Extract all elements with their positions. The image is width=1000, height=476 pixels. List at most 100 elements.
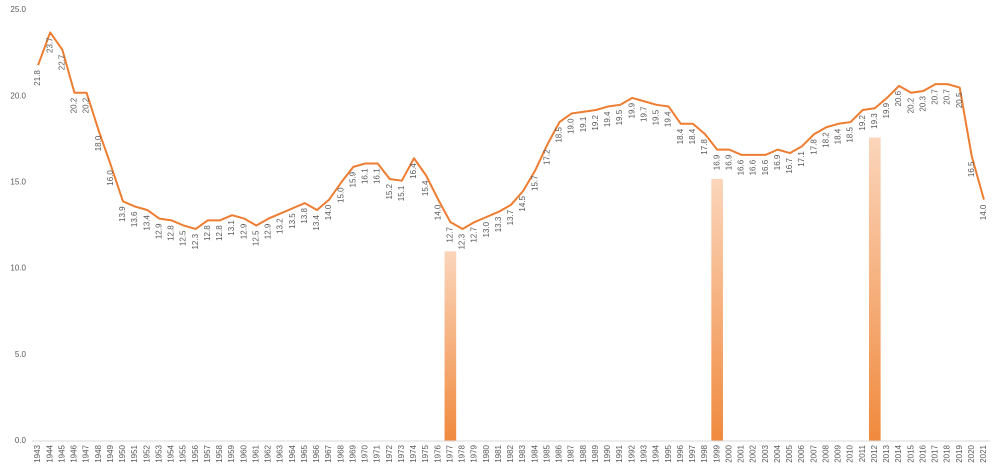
- x-tick-label: 2007: [809, 444, 818, 462]
- value-label: 13.4: [312, 214, 321, 230]
- highlight-bar: [444, 251, 457, 441]
- x-tick-label: 2001: [737, 444, 746, 462]
- value-label: 13.9: [118, 206, 127, 222]
- value-label: 18.4: [676, 128, 685, 144]
- x-tick-label: 1964: [288, 444, 297, 462]
- value-label: 16.7: [785, 158, 794, 174]
- value-label: 13.4: [142, 214, 151, 230]
- y-tick-label: 10.0: [10, 264, 26, 273]
- value-label: 19.7: [640, 106, 649, 122]
- value-label: 13.2: [276, 218, 285, 234]
- value-label: 19.5: [615, 109, 624, 125]
- value-label: 16.5: [967, 161, 976, 177]
- value-label: 13.8: [300, 208, 309, 224]
- value-label: 19.2: [858, 114, 867, 130]
- value-label: 20.7: [943, 89, 952, 105]
- value-label: 17.2: [542, 149, 551, 165]
- value-label: 17.8: [809, 139, 818, 155]
- x-tick-label: 1984: [530, 444, 539, 462]
- line: [37, 31, 985, 230]
- x-tick-label: 1957: [203, 444, 212, 462]
- x-tick-label: 1958: [215, 444, 224, 462]
- x-tick-label: 1998: [700, 444, 709, 462]
- x-tick-label: 1985: [542, 444, 551, 462]
- x-tick-label: 1978: [458, 444, 467, 462]
- x-tick-label: 1954: [167, 444, 176, 462]
- x-tick-label: 1944: [45, 444, 54, 462]
- x-tick-label: 1971: [373, 444, 382, 462]
- x-tick-label: 1994: [652, 444, 661, 462]
- value-label: 14.0: [979, 204, 988, 220]
- value-label: 20.2: [70, 97, 79, 113]
- x-tick-label: 1966: [312, 444, 321, 462]
- x-tick-label: 1950: [118, 444, 127, 462]
- value-label: 18.2: [821, 132, 830, 148]
- value-label: 13.6: [130, 211, 139, 227]
- highlight-bar: [868, 137, 881, 442]
- x-tick-label: 1996: [676, 444, 685, 462]
- x-tick-label: 1955: [179, 444, 188, 462]
- x-tick-label: 2014: [894, 444, 903, 462]
- value-label: 16.1: [373, 168, 382, 184]
- value-label: 15.9: [348, 171, 357, 187]
- x-tick-label: 1943: [33, 444, 42, 462]
- x-tick-label: 1991: [615, 444, 624, 462]
- x-tick-label: 2012: [870, 444, 879, 462]
- value-label: 17.1: [797, 151, 806, 167]
- x-tick-label: 1946: [70, 444, 79, 462]
- value-label: 19.5: [652, 109, 661, 125]
- value-label: 15.7: [530, 175, 539, 191]
- value-label: 16.1: [361, 168, 370, 184]
- x-tick-label: 1959: [227, 444, 236, 462]
- value-label: 13.0: [482, 221, 491, 237]
- value-label: 22.7: [57, 54, 66, 70]
- x-tick-label: 1995: [664, 444, 673, 462]
- value-label: 13.3: [494, 216, 503, 232]
- x-tick-label: 2019: [955, 444, 964, 462]
- value-label: 19.4: [664, 111, 673, 127]
- x-tick-label: 1951: [130, 444, 139, 462]
- x-tick-label: 1945: [57, 444, 66, 462]
- x-tick-label: 2000: [724, 444, 733, 462]
- value-label: 16.4: [409, 163, 418, 179]
- value-label: 21.8: [33, 70, 42, 86]
- x-tick-label: 1952: [142, 444, 151, 462]
- x-tick-label: 1981: [494, 444, 503, 462]
- value-label: 12.9: [239, 223, 248, 239]
- value-label: 12.5: [251, 230, 260, 246]
- x-tick-label: 1947: [82, 444, 91, 462]
- value-label: 15.4: [421, 180, 430, 196]
- value-label: 14.0: [433, 204, 442, 220]
- value-label: 20.2: [82, 97, 91, 113]
- value-label: 16.6: [761, 159, 770, 175]
- x-tick-label: 1986: [555, 444, 564, 462]
- y-tick-label: 15.0: [10, 178, 26, 187]
- value-label: 19.3: [870, 113, 879, 129]
- y-tick-label: 0.0: [15, 436, 27, 445]
- value-label: 20.2: [906, 97, 915, 113]
- x-tick-label: 1992: [627, 444, 636, 462]
- x-tick-label: 1990: [603, 444, 612, 462]
- x-tick-label: 2017: [931, 444, 940, 462]
- value-label: 12.7: [470, 227, 479, 243]
- x-tick-label: 2003: [761, 444, 770, 462]
- x-tick-label: 1948: [94, 444, 103, 462]
- x-tick-label: 2006: [797, 444, 806, 462]
- value-label: 15.1: [397, 185, 406, 201]
- y-tick-label: 5.0: [15, 350, 27, 359]
- x-tick-label: 1977: [445, 444, 454, 462]
- value-label: 18.5: [846, 127, 855, 143]
- x-tick-label: 1963: [276, 444, 285, 462]
- value-label: 18.4: [834, 128, 843, 144]
- x-tick-label: 1974: [409, 444, 418, 462]
- value-label: 19.0: [567, 118, 576, 134]
- x-tick-label: 1982: [506, 444, 515, 462]
- x-tick-label: 1979: [470, 444, 479, 462]
- value-label: 15.0: [336, 187, 345, 203]
- value-label: 16.6: [749, 159, 758, 175]
- value-label: 12.8: [215, 225, 224, 241]
- value-label: 13.7: [506, 209, 515, 225]
- value-label: 18.0: [94, 135, 103, 151]
- value-label: 19.9: [882, 102, 891, 118]
- x-tick-label: 1987: [567, 444, 576, 462]
